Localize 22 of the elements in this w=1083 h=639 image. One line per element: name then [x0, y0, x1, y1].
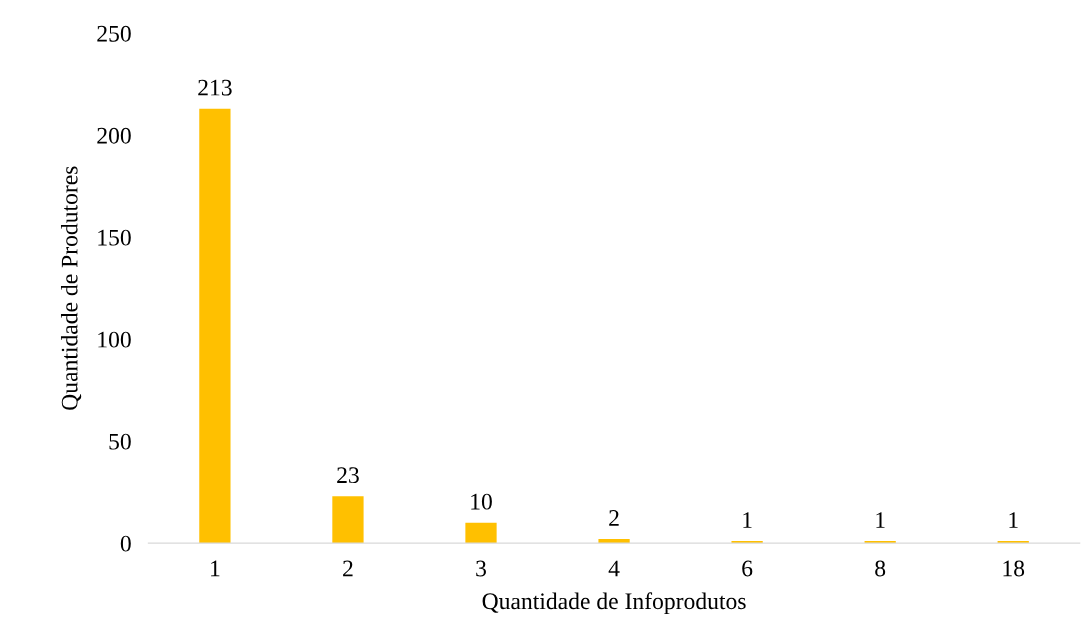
y-tick-label: 0	[120, 535, 131, 552]
data-label: 23	[337, 467, 359, 484]
x-tick-label: 1	[211, 560, 220, 577]
x-tick-label: 18	[1003, 560, 1025, 577]
data-label: 1	[743, 512, 752, 528]
y-tick-label: 100	[98, 331, 131, 348]
data-label: 10	[471, 493, 492, 510]
x-tick-label: 6	[742, 560, 753, 577]
y-tick-label: 250	[97, 25, 131, 42]
y-axis-title: Quantidade de Produtores	[60, 166, 82, 410]
data-label: 213	[198, 79, 232, 96]
y-tick-label: 200	[97, 127, 131, 144]
x-tick-label: 8	[875, 560, 886, 577]
y-tick-label: 50	[109, 433, 131, 450]
data-label: 1	[876, 512, 885, 528]
y-tick-label: 150	[98, 229, 131, 246]
x-axis-title: Quantidade de Infoprodutos	[482, 592, 746, 614]
x-tick-label: 4	[608, 560, 620, 577]
data-label: 1	[1009, 512, 1018, 528]
x-tick-label: 2	[343, 560, 353, 577]
data-label: 2	[609, 510, 619, 526]
x-tick-label: 3	[476, 560, 486, 577]
